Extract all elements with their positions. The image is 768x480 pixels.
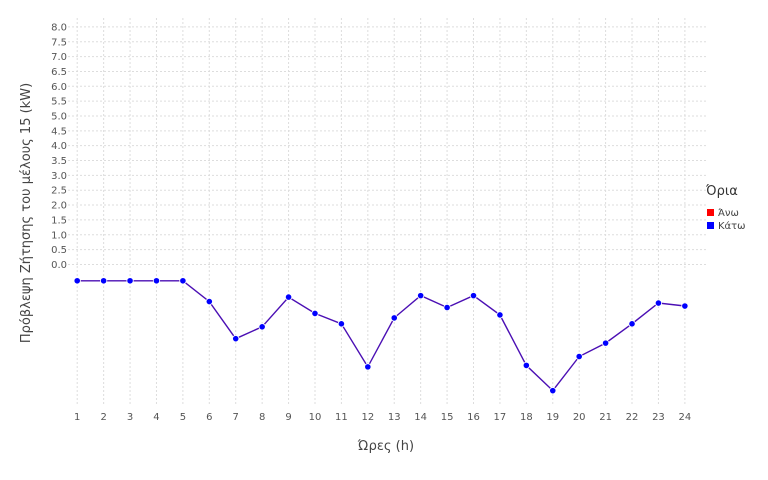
data-point bbox=[469, 292, 478, 300]
x-tick-label: 15 bbox=[441, 412, 454, 423]
x-tick-label: 23 bbox=[652, 412, 665, 423]
legend-title: Όρια bbox=[705, 184, 738, 199]
x-tick-label: 16 bbox=[467, 412, 480, 423]
y-tick-label: 5.0 bbox=[51, 111, 67, 122]
x-tick-label: 4 bbox=[153, 412, 159, 423]
x-tick-label: 7 bbox=[233, 412, 239, 423]
data-point bbox=[575, 352, 583, 361]
y-tick-label: 0.0 bbox=[51, 260, 67, 271]
series-line bbox=[77, 280, 685, 392]
data-point bbox=[311, 309, 319, 318]
data-point bbox=[364, 363, 372, 371]
x-tick-label: 13 bbox=[388, 412, 401, 423]
data-point bbox=[205, 297, 213, 306]
data-point bbox=[602, 339, 610, 347]
data-point bbox=[73, 277, 81, 285]
y-tick-label: 4.5 bbox=[51, 126, 67, 137]
data-point bbox=[126, 277, 134, 285]
x-tick-label: 17 bbox=[494, 412, 507, 423]
y-tick-label: 5.5 bbox=[51, 97, 67, 108]
x-tick-label: 3 bbox=[127, 412, 133, 423]
y-tick-label: 7.5 bbox=[51, 37, 67, 48]
y-tick-label: 8.0 bbox=[51, 22, 67, 33]
y-tick-label: 3.5 bbox=[51, 156, 67, 167]
x-tick-label: 22 bbox=[626, 412, 639, 423]
legend-label: Κάτω bbox=[718, 220, 746, 232]
data-point bbox=[179, 277, 187, 285]
y-tick-label: 6.5 bbox=[51, 67, 67, 78]
data-point bbox=[152, 277, 161, 285]
grid bbox=[68, 18, 706, 404]
y-tick-label: 6.0 bbox=[51, 82, 67, 93]
data-point bbox=[654, 299, 663, 307]
x-tick-label: 24 bbox=[678, 412, 691, 423]
y-tick-label: 1.0 bbox=[51, 230, 67, 241]
x-tick-label: 21 bbox=[599, 412, 612, 423]
x-tick-label: 11 bbox=[335, 412, 348, 423]
legend-label: Άνω bbox=[718, 207, 739, 219]
data-point bbox=[681, 302, 689, 310]
data-point bbox=[522, 361, 530, 369]
y-axis-ticks: 0.0 0.5 1.0 1.5 2.0 2.5 3.0 3.5 4.0 4.5 5.0 5.5 6.0 6… bbox=[51, 22, 67, 271]
y-tick-label: 7.0 bbox=[51, 52, 67, 63]
legend-swatch bbox=[707, 209, 714, 216]
x-tick-label: 5 bbox=[180, 412, 186, 423]
data-point bbox=[390, 314, 398, 322]
series-lines bbox=[77, 280, 685, 392]
x-tick-label: 18 bbox=[520, 412, 533, 423]
data-point bbox=[628, 320, 636, 328]
data-point bbox=[443, 303, 451, 312]
y-tick-label: 3.0 bbox=[51, 171, 67, 182]
data-point bbox=[258, 323, 266, 331]
x-tick-label: 20 bbox=[573, 412, 586, 423]
x-tick-label: 12 bbox=[361, 412, 374, 423]
x-tick-label: 9 bbox=[285, 412, 291, 423]
x-tick-label: 6 bbox=[206, 412, 212, 423]
data-point bbox=[337, 320, 346, 328]
y-tick-label: 4.0 bbox=[51, 141, 67, 152]
y-tick-label: 2.0 bbox=[51, 201, 67, 212]
data-point bbox=[284, 293, 293, 301]
x-tick-label: 14 bbox=[414, 412, 427, 423]
x-tick-label: 8 bbox=[259, 412, 265, 423]
x-axis-title: Ώρες (h) bbox=[357, 439, 414, 454]
x-axis-ticks: 1 2 3 4 5 6 7 8 9 10 11 12 13 14 15 16 17 18 19 20 21 22 23 24 bbox=[74, 412, 691, 423]
y-tick-label: 0.5 bbox=[51, 245, 67, 256]
x-tick-label: 10 bbox=[309, 412, 322, 423]
y-tick-label: 1.5 bbox=[51, 215, 67, 226]
x-tick-label: 19 bbox=[546, 412, 559, 423]
data-point bbox=[549, 387, 557, 395]
data-point bbox=[232, 335, 240, 343]
data-point bbox=[100, 277, 108, 285]
series-points bbox=[73, 277, 689, 395]
legend-swatch bbox=[707, 222, 714, 229]
y-axis-title: Πρόβλεψη Ζήτησης του μέλους 15 (kW) bbox=[19, 83, 34, 343]
x-tick-label: 1 bbox=[74, 412, 80, 423]
x-tick-label: 2 bbox=[100, 412, 106, 423]
y-tick-label: 2.5 bbox=[51, 186, 67, 197]
data-point bbox=[496, 311, 504, 319]
data-point bbox=[417, 292, 425, 300]
